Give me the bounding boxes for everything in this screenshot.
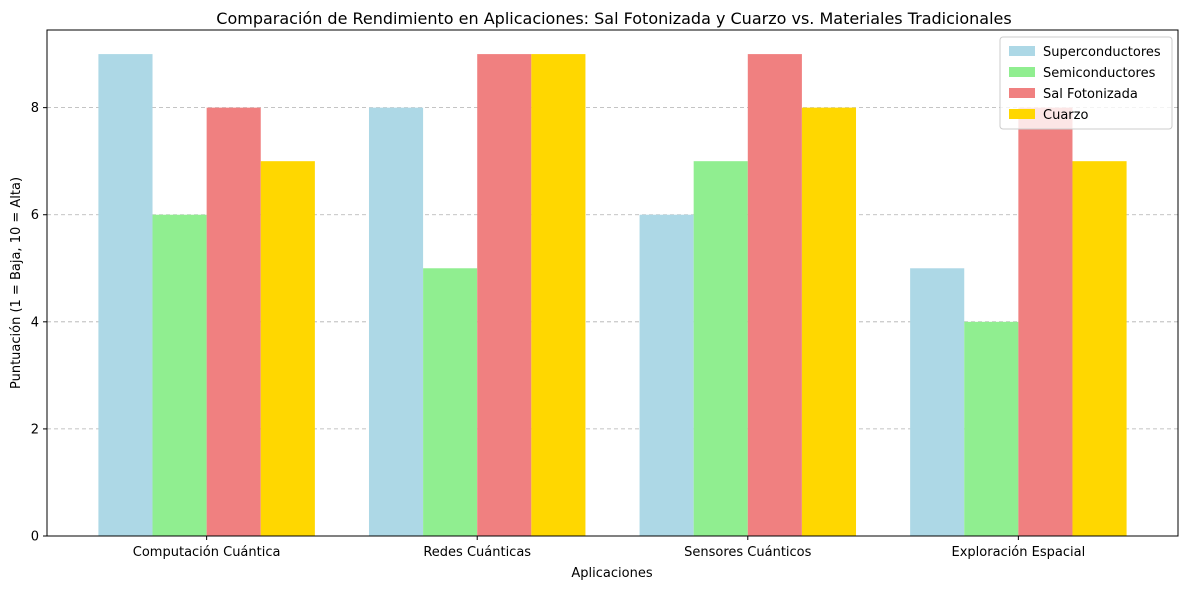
x-axis-ticks: Computación Cuántica Redes Cuánticas Senso… <box>133 536 1085 560</box>
legend-label: Semiconductores <box>1043 66 1156 81</box>
bar <box>639 214 694 536</box>
bar <box>260 161 315 536</box>
legend: Superconductores Semiconductores Sal Foton… <box>999 36 1173 130</box>
legend-label: Sal Fotonizada <box>1043 87 1138 102</box>
legend-swatch <box>1009 46 1035 56</box>
bar <box>531 54 586 536</box>
y-tick-label: 4 <box>31 315 39 330</box>
bar <box>477 54 532 536</box>
y-tick-label: 6 <box>31 208 39 223</box>
y-tick-label: 0 <box>31 530 39 545</box>
bars <box>98 54 1127 537</box>
bar <box>964 321 1019 536</box>
x-tick-label: Redes Cuánticas <box>423 545 531 560</box>
bar <box>801 107 857 537</box>
legend-label: Superconductores <box>1043 45 1161 60</box>
y-tick-label: 2 <box>31 422 39 437</box>
y-axis-label: Puntuación (1 = Baja, 10 = Alta) <box>9 177 24 389</box>
x-axis-label: Aplicaciones <box>571 566 652 581</box>
legend-swatch <box>1009 88 1035 98</box>
legend-label: Cuarzo <box>1043 108 1088 123</box>
bar <box>423 268 478 536</box>
bar <box>747 54 802 536</box>
chart-title: Comparación de Rendimiento en Aplicacion… <box>216 9 1011 28</box>
legend-swatch <box>1009 109 1035 119</box>
x-tick-label: Exploración Espacial <box>952 545 1086 560</box>
bar <box>206 107 261 537</box>
bar <box>368 107 424 537</box>
bar <box>910 268 965 536</box>
x-tick-label: Computación Cuántica <box>133 545 281 560</box>
bar <box>98 54 153 536</box>
bar <box>693 161 748 536</box>
bar <box>1018 107 1073 537</box>
bar <box>1072 161 1127 536</box>
y-tick-label: 8 <box>31 101 39 116</box>
legend-swatch <box>1009 67 1035 77</box>
plot-frame <box>46 29 1179 537</box>
legend-box <box>999 36 1173 130</box>
y-axis-ticks: 0 2 4 6 8 <box>31 101 47 545</box>
bar <box>152 214 207 536</box>
x-tick-label: Sensores Cuánticos <box>684 545 812 560</box>
